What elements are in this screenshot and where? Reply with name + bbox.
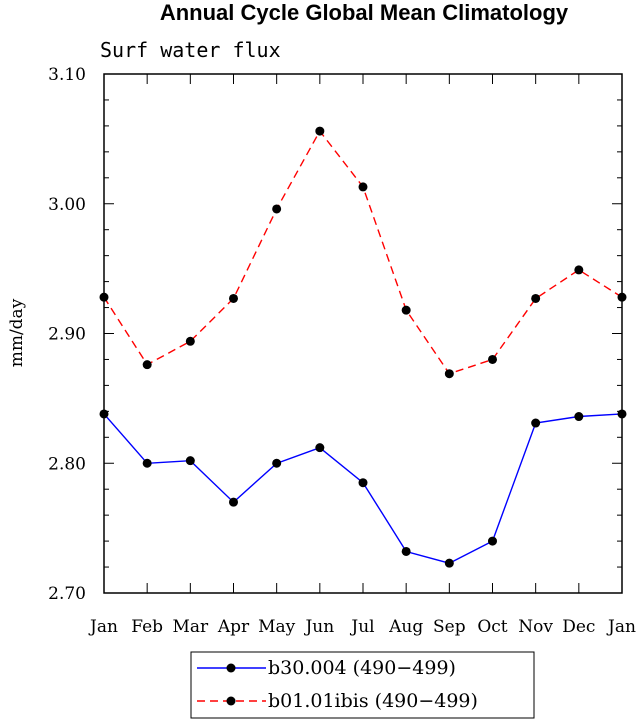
x-tick-label: Dec [562,617,595,637]
series-2-point [617,292,627,302]
series-1-point [99,409,109,419]
x-tick-label: Jul [349,617,374,637]
series-2-point [272,204,282,214]
legend-label-1: b30.004 (490−499) [268,657,456,679]
y-tick-label: 2.70 [48,584,86,604]
series-2-point [358,182,368,192]
legend: b30.004 (490−499) b01.01ibis (490−499) [190,651,535,719]
series-2-point [531,293,541,303]
series-1-point [531,418,541,428]
series-1-point [574,412,584,422]
legend-box [190,651,535,719]
y-tick-label: 3.00 [48,195,86,215]
x-tick-label: Mar [172,617,209,637]
y-tick-label: 2.80 [48,454,86,474]
x-tick-labels: Jan Feb Mar Apr May Jun Jul Aug Sep Oct Nov Dec Jan [88,617,636,637]
series-2-point [99,292,109,302]
x-tick-label: Feb [131,617,163,637]
legend-marker-2 [226,696,236,706]
series-2-point [315,126,325,136]
axis-ticks [103,73,623,594]
legend-marker-1 [226,663,236,673]
series-2-point [444,369,454,379]
legend-label-2: b01.01ibis (490−499) [268,690,478,712]
series-1-point [229,497,238,507]
series-1-point [488,536,497,546]
series-2-point [142,360,152,370]
series-1-point [444,558,454,568]
series-1-point [315,443,325,453]
series-2-point [488,354,497,364]
chart-title: Annual Cycle Global Mean Climatology [160,0,569,25]
chart-subtitle: Surf water flux [100,38,281,62]
series-1-point [185,456,195,466]
y-axis-label: mm/day [7,298,27,367]
x-tick-label: Jan [88,617,118,637]
series-2-point [229,293,238,303]
y-tick-labels: 2.70 2.80 2.90 3.00 3.10 [48,65,86,604]
series-2-point [185,336,195,346]
series-1-point [617,409,627,419]
series-group [99,126,627,568]
x-tick-label: Apr [217,617,250,637]
x-tick-label: Oct [477,617,507,637]
series-1-point [142,458,152,468]
series-1-point [358,478,368,488]
plot-frame [103,73,623,594]
y-tick-label: 3.10 [48,65,86,85]
x-tick-label: Aug [388,617,423,637]
series-line-1 [103,413,623,564]
x-tick-label: Sep [433,617,466,637]
x-tick-label: Jan [606,617,636,637]
x-tick-label: May [258,617,296,637]
series-line-2 [103,129,623,375]
x-tick-label: Jun [303,617,334,637]
series-2-point [401,305,411,315]
series-1-point [401,546,411,556]
x-tick-label: Nov [518,617,553,637]
y-tick-label: 2.90 [48,325,86,345]
series-1-point [272,458,282,468]
series-2-point [574,265,584,275]
